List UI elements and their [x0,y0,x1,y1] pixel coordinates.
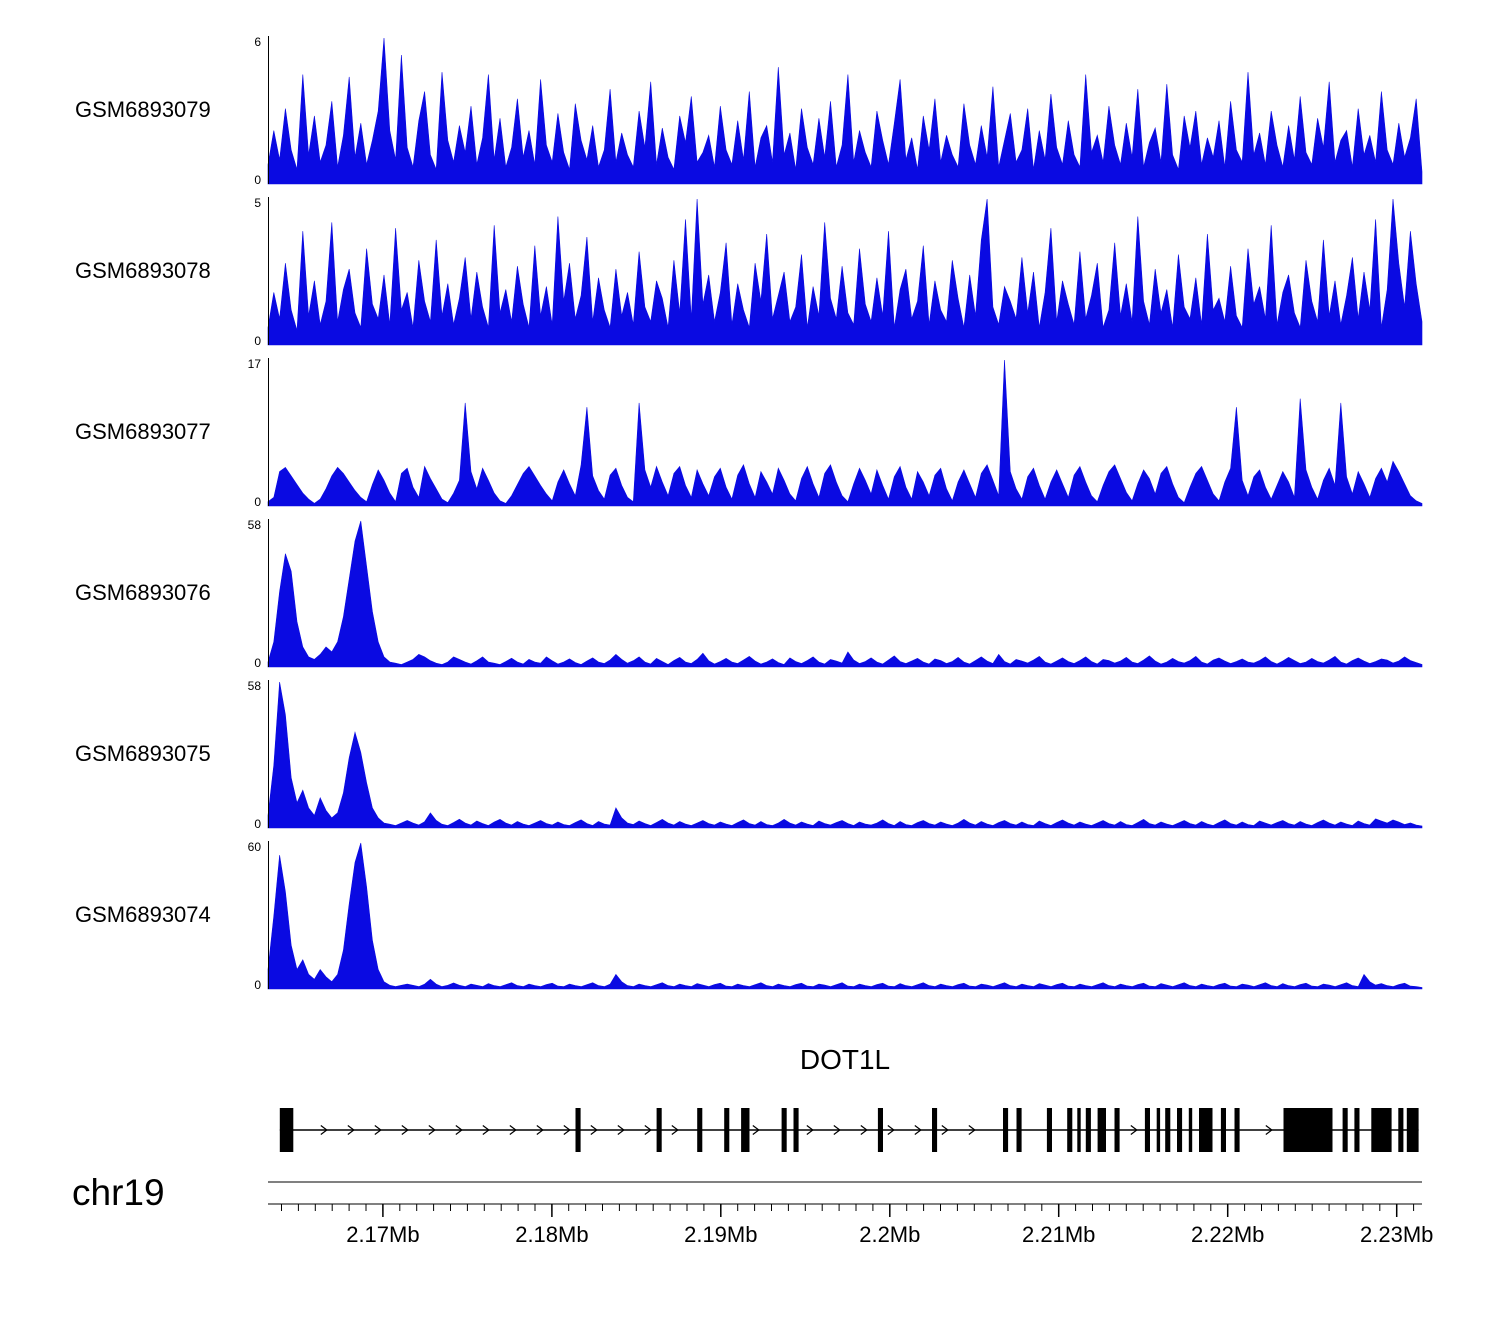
major-tick-label: 2.19Mb [684,1222,757,1247]
track-label: GSM6893076 [0,580,228,606]
gene-annotation-section: DOT1L [228,1044,1422,1176]
gene-structure-plot [228,1084,1422,1176]
major-tick-label: 2.18Mb [515,1222,588,1247]
signal-tracks: GSM689307960GSM689307850GSM6893077170GSM… [0,36,1422,1002]
exon-block [1003,1108,1008,1152]
major-tick-label: 2.2Mb [859,1222,920,1247]
signal-area [268,38,1422,184]
track-signal-plot: 50 [228,197,1422,345]
exon-block [724,1108,729,1152]
track-row: GSM6893076 58 0 [0,519,1422,667]
signal-area [268,199,1422,345]
track-signal-plot: 60 [228,36,1422,184]
exon-block [1199,1108,1213,1152]
exon-block [932,1108,937,1152]
exon-block [1145,1108,1150,1152]
exon-block [782,1108,787,1152]
y-axis-max-label: 60 [248,840,262,854]
exon-block [1067,1108,1072,1152]
exon-block [1047,1108,1052,1152]
exon-block [1165,1108,1170,1152]
track-signal-plot: 60 0 [228,841,1422,989]
track-label: GSM6893074 [0,902,228,928]
exon-block [1235,1108,1240,1152]
y-axis-zero-label: 0 [254,978,261,992]
exon-block [1157,1108,1160,1152]
exon-block [1177,1108,1182,1152]
y-axis-max-label: 5 [254,196,261,210]
track-label: GSM6893075 [0,741,228,767]
signal-area [268,682,1422,828]
y-axis-zero-label: 0 [254,495,261,509]
signal-area [268,521,1422,667]
y-axis-zero-label: 0 [254,173,261,187]
major-tick-label: 2.17Mb [346,1222,419,1247]
exon-block [1086,1108,1091,1152]
exon-block [1077,1108,1080,1152]
y-axis-zero-label: 0 [254,656,261,670]
exon-block [1017,1108,1022,1152]
chromosome-label: chr19 [72,1172,165,1214]
signal-area [268,360,1422,506]
track-signal-plot: 58 0 [228,680,1422,828]
exon-block [697,1108,702,1152]
track-row: GSM6893074 60 0 [0,841,1422,989]
genome-browser-figure: GSM689307960GSM689307850GSM6893077170GSM… [0,0,1500,1320]
track-label: GSM6893078 [0,258,228,284]
exon-block [280,1108,294,1152]
exon-block [1371,1108,1391,1152]
track-row: GSM6893077 17 0 [0,358,1422,506]
exon-block [1221,1108,1226,1152]
y-axis-zero-label: 0 [254,817,261,831]
exon-block [1284,1108,1333,1152]
exon-block [1189,1108,1192,1152]
exon-block [1407,1108,1419,1152]
y-axis-zero-label: 0 [254,334,261,348]
exon-block [878,1108,883,1152]
major-tick-label: 2.22Mb [1191,1222,1264,1247]
track-row: GSM689307960 [0,36,1422,184]
exon-block [741,1108,749,1152]
y-axis-max-label: 17 [248,357,262,371]
major-tick-label: 2.23Mb [1360,1222,1433,1247]
exon-block [794,1108,799,1152]
exon-block [1343,1108,1348,1152]
coordinate-ruler: 2.17Mb2.18Mb2.19Mb2.2Mb2.21Mb2.22Mb2.23M… [228,1180,1422,1250]
exon-block [657,1108,662,1152]
track-label: GSM6893077 [0,419,228,445]
major-tick-label: 2.21Mb [1022,1222,1095,1247]
y-axis-max-label: 6 [254,35,261,49]
exon-block [1098,1108,1106,1152]
track-row: GSM689307850 [0,197,1422,345]
exon-block [1354,1108,1359,1152]
coordinate-ruler-section: 2.17Mb2.18Mb2.19Mb2.2Mb2.21Mb2.22Mb2.23M… [228,1180,1422,1250]
exon-block [1115,1108,1120,1152]
track-label: GSM6893079 [0,97,228,123]
y-axis-max-label: 58 [248,518,262,532]
gene-title: DOT1L [228,1044,1422,1076]
exon-block [576,1108,581,1152]
track-signal-plot: 58 0 [228,519,1422,667]
track-signal-plot: 17 0 [228,358,1422,506]
track-row: GSM6893075 58 0 [0,680,1422,828]
y-axis-max-label: 58 [248,679,262,693]
exon-block [1398,1108,1403,1152]
signal-area [268,843,1422,989]
